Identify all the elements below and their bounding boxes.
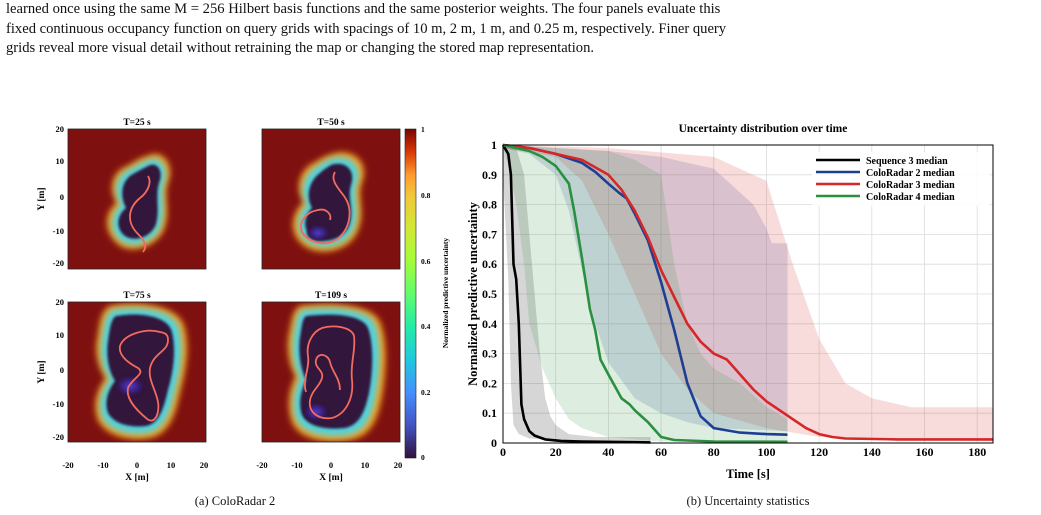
y-tick-label: 0.9	[482, 168, 497, 182]
caption-line: learned once using the same M = 256 Hilb…	[6, 1, 721, 17]
x-tick-label: 160	[916, 445, 934, 459]
legend-label: ColoRadar 2 median	[866, 168, 955, 179]
x-tick-label: 80	[708, 445, 720, 459]
colorbar-tick: 0	[421, 453, 425, 462]
x-tick-label: 120	[810, 445, 828, 459]
x-tick-label: 0	[135, 460, 139, 470]
x-tick-label: -10	[97, 460, 108, 470]
x-tick-label: 60	[655, 445, 667, 459]
median-line	[502, 143, 788, 436]
subcaption-a: (a) ColoRadar 2	[194, 494, 276, 508]
y-tick-label: 0.2	[482, 376, 497, 390]
heatmap-x-ticks: -20 -10 0 10 20 -20 -10 0 10 20	[62, 460, 402, 470]
plot-frame	[502, 144, 994, 444]
heatmap-t50: T=50 s	[261, 118, 401, 270]
uncertainty-chart: Uncertainty distribution over time 0 20 40…	[466, 123, 994, 481]
x-tick-label: 140	[863, 445, 881, 459]
colorbar-tick: 0.2	[421, 388, 431, 397]
y-tick-label: -20	[53, 258, 64, 268]
y-tick-label: 20	[56, 297, 65, 307]
chart-x-ticks: 0 20 40 60 80 100 120 140 160 180	[500, 445, 986, 459]
y-tick-label: 0.1	[482, 406, 497, 420]
median-line	[502, 143, 993, 441]
y-tick-label: 0.4	[482, 317, 497, 331]
x-tick-label: 20	[394, 460, 403, 470]
y-tick-label: 0.3	[482, 347, 497, 361]
trajectory-path	[308, 325, 356, 420]
x-tick-label: 0	[500, 445, 506, 459]
median-line	[502, 143, 788, 444]
y-tick-label: -10	[53, 399, 64, 409]
heatmap-t75: T=75 s	[67, 291, 207, 443]
caption-line: grids reveal more visual detail without …	[6, 40, 595, 56]
heatmap-title: T=50 s	[317, 118, 345, 128]
y-tick-label: 0.8	[482, 198, 497, 212]
colorbar-label: Normalized predictive uncertainty	[441, 238, 450, 349]
y-tick-label: 0.5	[482, 287, 497, 301]
x-tick-label: 0	[329, 460, 333, 470]
y-tick-label: 1	[491, 138, 497, 152]
y-tick-label: 10	[56, 330, 65, 340]
legend-label: ColoRadar 4 median	[866, 192, 955, 203]
y-tick-label: 10	[56, 156, 65, 166]
x-tick-label: 180	[968, 445, 986, 459]
heatmap-x-label: X [m]	[319, 473, 342, 483]
colorbar-tick: 1	[421, 125, 425, 134]
y-tick-label: 20	[56, 124, 65, 134]
trajectory-path	[118, 329, 169, 422]
median-line	[501, 144, 651, 444]
chart-title: Uncertainty distribution over time	[679, 123, 848, 135]
heatmap-y-label: Y [m]	[37, 360, 47, 383]
x-tick-label: 40	[602, 445, 614, 459]
x-tick-label: 10	[361, 460, 370, 470]
heatmap-title: T=75 s	[123, 291, 151, 301]
heatmap-x-label: X [m]	[125, 473, 148, 483]
x-tick-label: 20	[200, 460, 209, 470]
caption-line: fixed continuous occupancy function on q…	[6, 20, 727, 37]
subcaption-b: (b) Uncertainty statistics	[686, 494, 810, 508]
colorbar-tick: 0.4	[421, 322, 431, 331]
y-tick-label: 0	[60, 192, 64, 202]
x-tick-label: 10	[167, 460, 176, 470]
colorbar: 1 0.8 0.6 0.4 0.2 0 Normalized predictiv…	[404, 125, 450, 462]
trajectory-path	[300, 171, 351, 245]
y-tick-label: 0.7	[482, 227, 497, 241]
chart-lines	[501, 143, 993, 444]
heatmap-title: T=109 s	[315, 291, 347, 301]
figure-caption-text: learned once using the same M = 256 Hilb…	[6, 0, 1036, 59]
y-tick-label: -20	[53, 432, 64, 442]
uncertainty-band	[503, 145, 788, 443]
heatmap-title: T=25 s	[123, 118, 151, 128]
y-tick-label: 0.6	[482, 257, 497, 271]
legend-label: ColoRadar 3 median	[866, 180, 955, 191]
heatmap-y-label: Y [m]	[37, 187, 47, 210]
chart-y-ticks: 0 0.1 0.2 0.3 0.4 0.5 0.6 0.7 0.8 0.9 1	[482, 138, 497, 450]
colorbar-tick: 0.6	[421, 257, 431, 266]
chart-x-label: Time [s]	[726, 467, 770, 481]
x-tick-label: -20	[256, 460, 267, 470]
y-tick-label: 0	[60, 365, 64, 375]
heatmap-y-ticks: 20 10 0 -10 -20 20 10 0 -10 -20	[53, 124, 64, 442]
x-tick-label: 20	[550, 445, 562, 459]
legend-label: Sequence 3 median	[866, 156, 948, 167]
heatmap-t109: T=109 s	[261, 291, 401, 443]
colorbar-tick: 0.8	[421, 191, 431, 200]
chart-y-label: Normalized predictive uncertainty	[466, 201, 480, 386]
x-tick-label: 100	[757, 445, 775, 459]
uncertainty-band	[503, 145, 651, 443]
x-tick-label: -10	[291, 460, 302, 470]
x-tick-label: -20	[62, 460, 73, 470]
y-tick-label: -10	[53, 226, 64, 236]
trajectory-path	[129, 197, 147, 253]
heatmap-t25: T=25 s	[67, 118, 207, 270]
uncertainty-band	[503, 145, 993, 442]
y-tick-label: 0	[491, 436, 497, 450]
